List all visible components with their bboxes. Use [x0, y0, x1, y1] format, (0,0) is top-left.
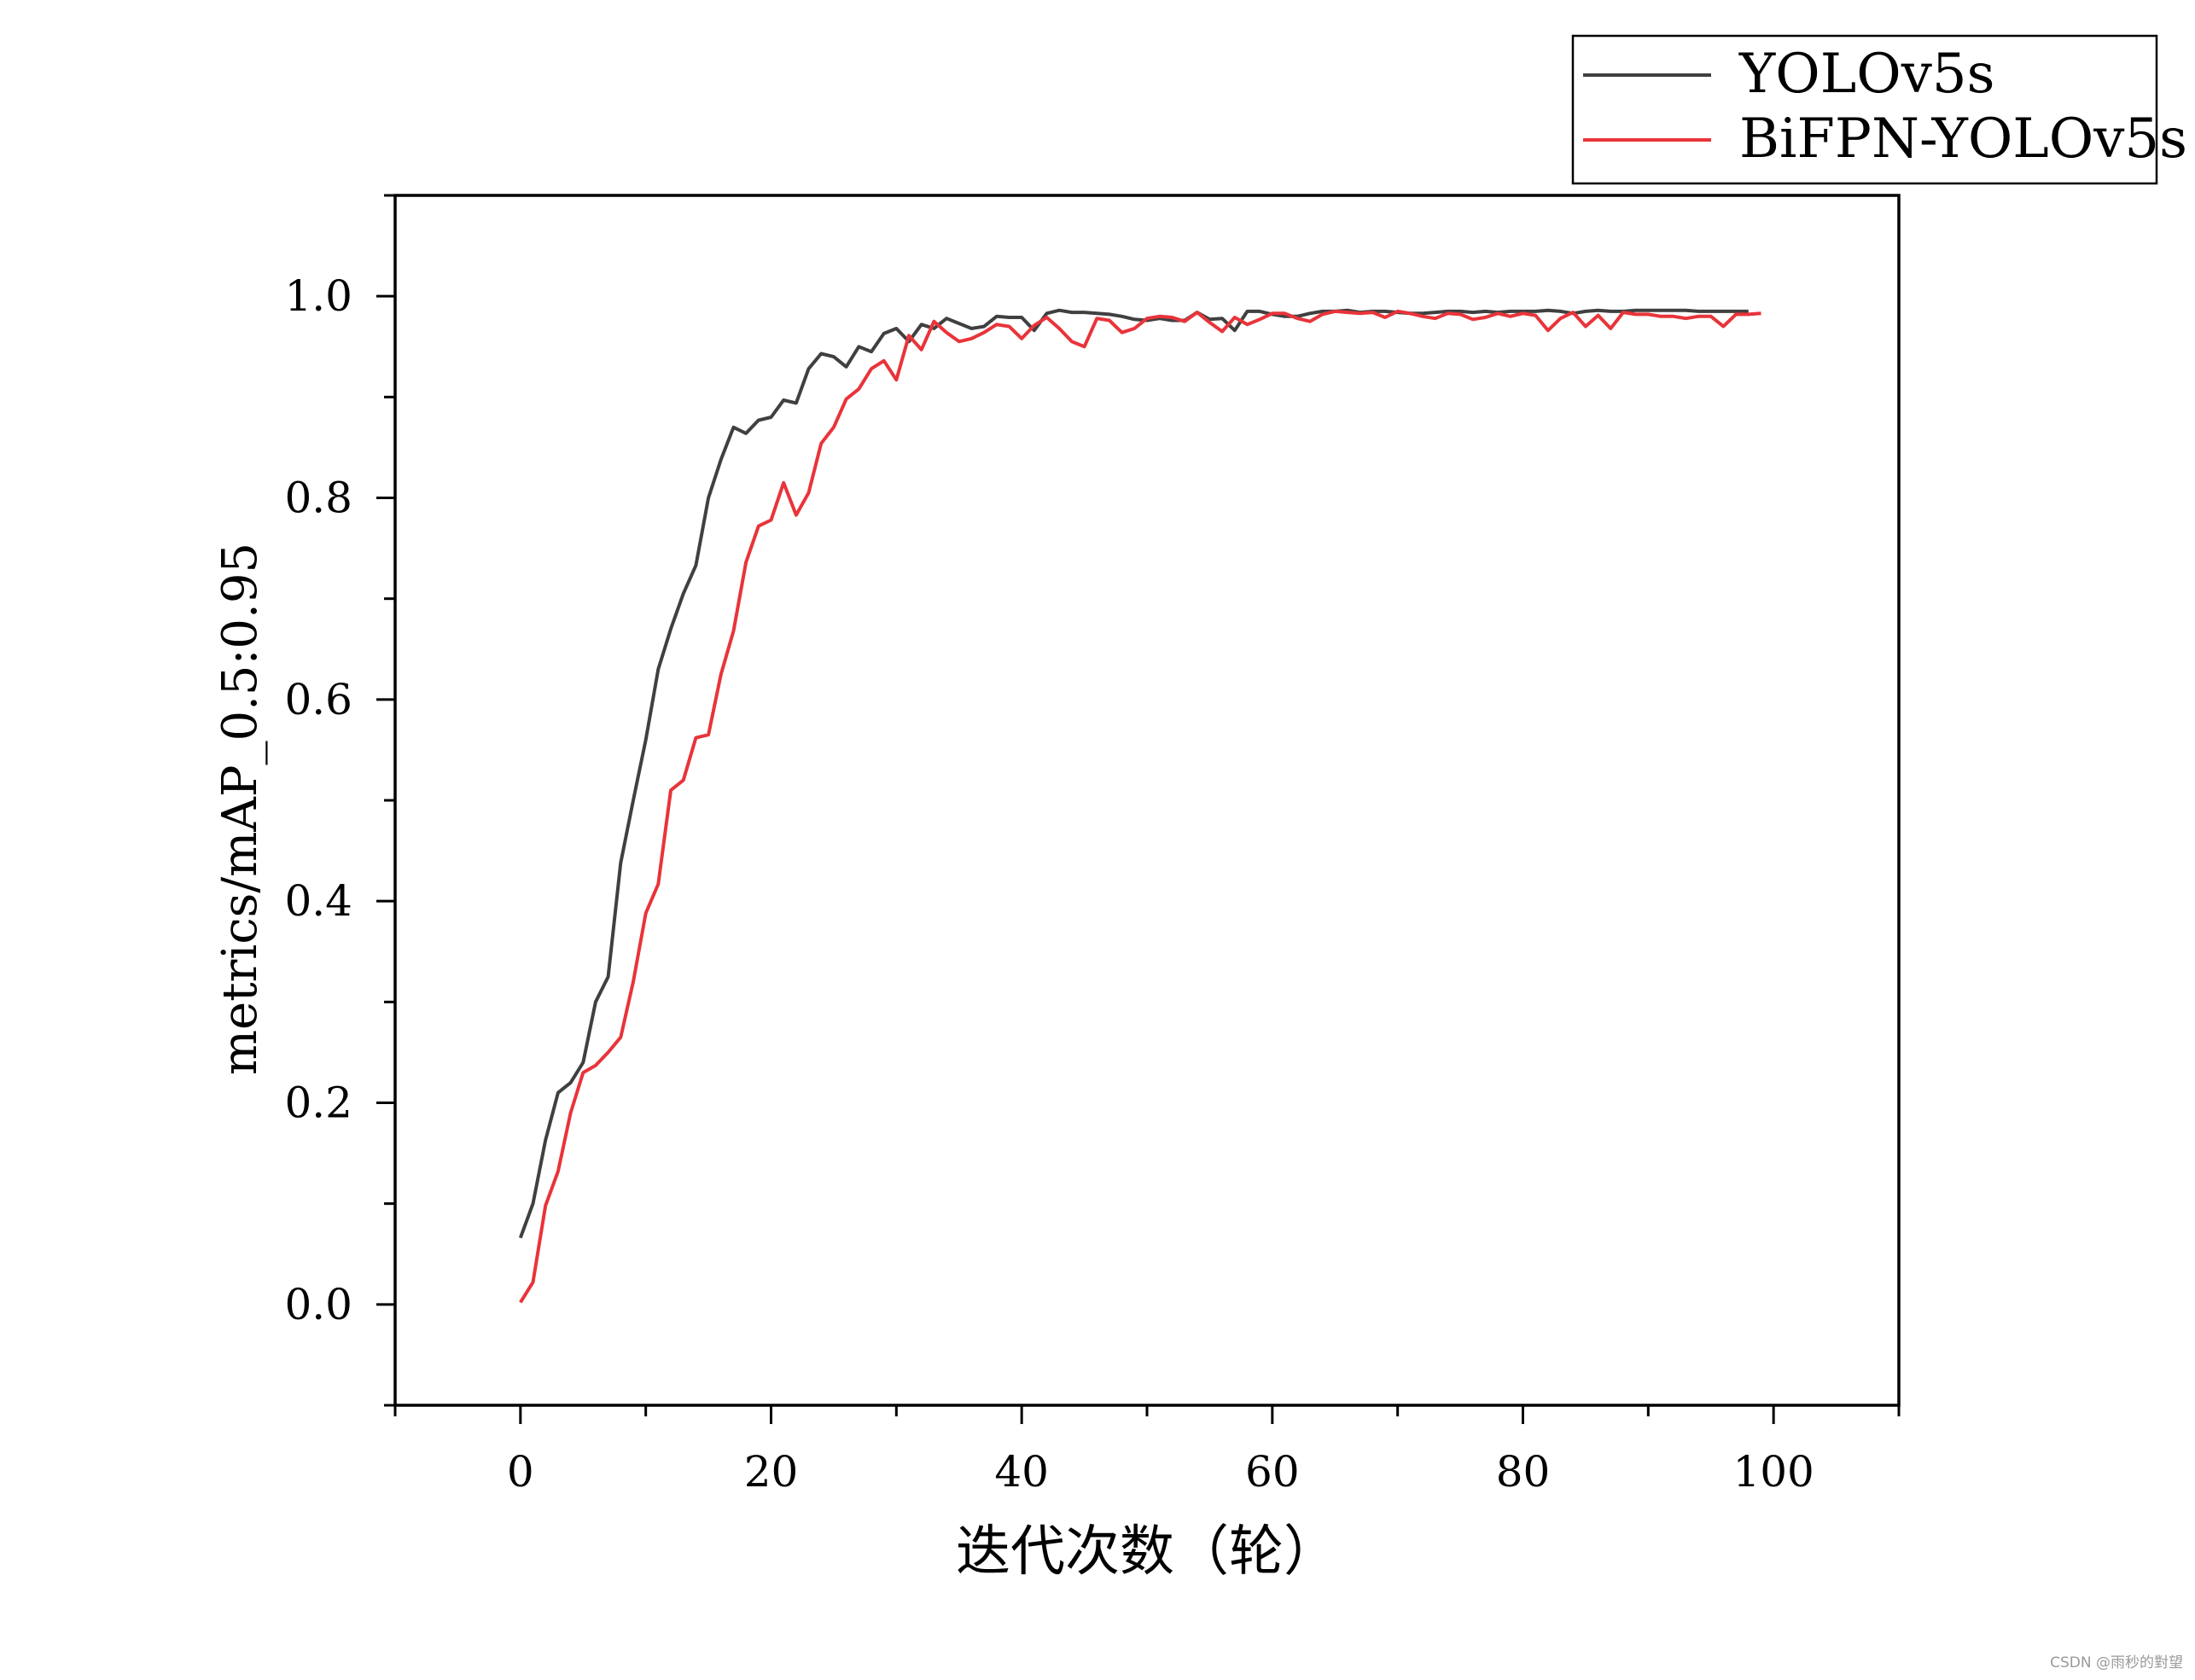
ticks-layer: 0 20 40 60 80 100 0.0 0.2 0.4 0.6 0.8 1.0 [284, 194, 1901, 1497]
x-tick-label: 60 [1245, 1447, 1300, 1497]
x-axis-title: 迭代次数（轮） [956, 1520, 1338, 1584]
x-tick-label: 20 [744, 1447, 799, 1497]
lines-layer [518, 308, 1761, 1304]
plot-frame [393, 194, 1901, 1407]
legend-label-bifpn-yolov5s: BiFPN-YOLOv5s [1739, 108, 2187, 171]
legend: YOLOv5s BiFPN-YOLOv5s [1571, 34, 2187, 185]
y-tick-label: 0.2 [284, 1078, 352, 1128]
x-tick-label: 40 [994, 1447, 1049, 1497]
x-tick-label: 80 [1496, 1447, 1551, 1497]
y-tick-label: 0.6 [284, 675, 352, 724]
y-tick-label: 0.8 [284, 474, 352, 523]
x-tick-label: 100 [1732, 1447, 1814, 1497]
y-tick-label: 0.4 [284, 876, 352, 926]
labels-layer: 迭代次数（轮） metrics/mAP_0.5:0.95 [213, 543, 1338, 1584]
legend-box [1571, 34, 2158, 185]
watermark: CSDN @雨秒的對望 [2050, 1654, 2183, 1671]
legend-label-yolov5s: YOLOv5s [1738, 43, 1994, 106]
y-tick-label: 1.0 [284, 271, 352, 321]
series-line-yolov5s [518, 308, 1749, 1239]
series-line-bifpn-yolov5s [519, 309, 1761, 1304]
y-axis-title: metrics/mAP_0.5:0.95 [213, 543, 268, 1075]
y-tick-label: 0.0 [284, 1280, 352, 1329]
x-tick-label: 0 [507, 1447, 534, 1497]
